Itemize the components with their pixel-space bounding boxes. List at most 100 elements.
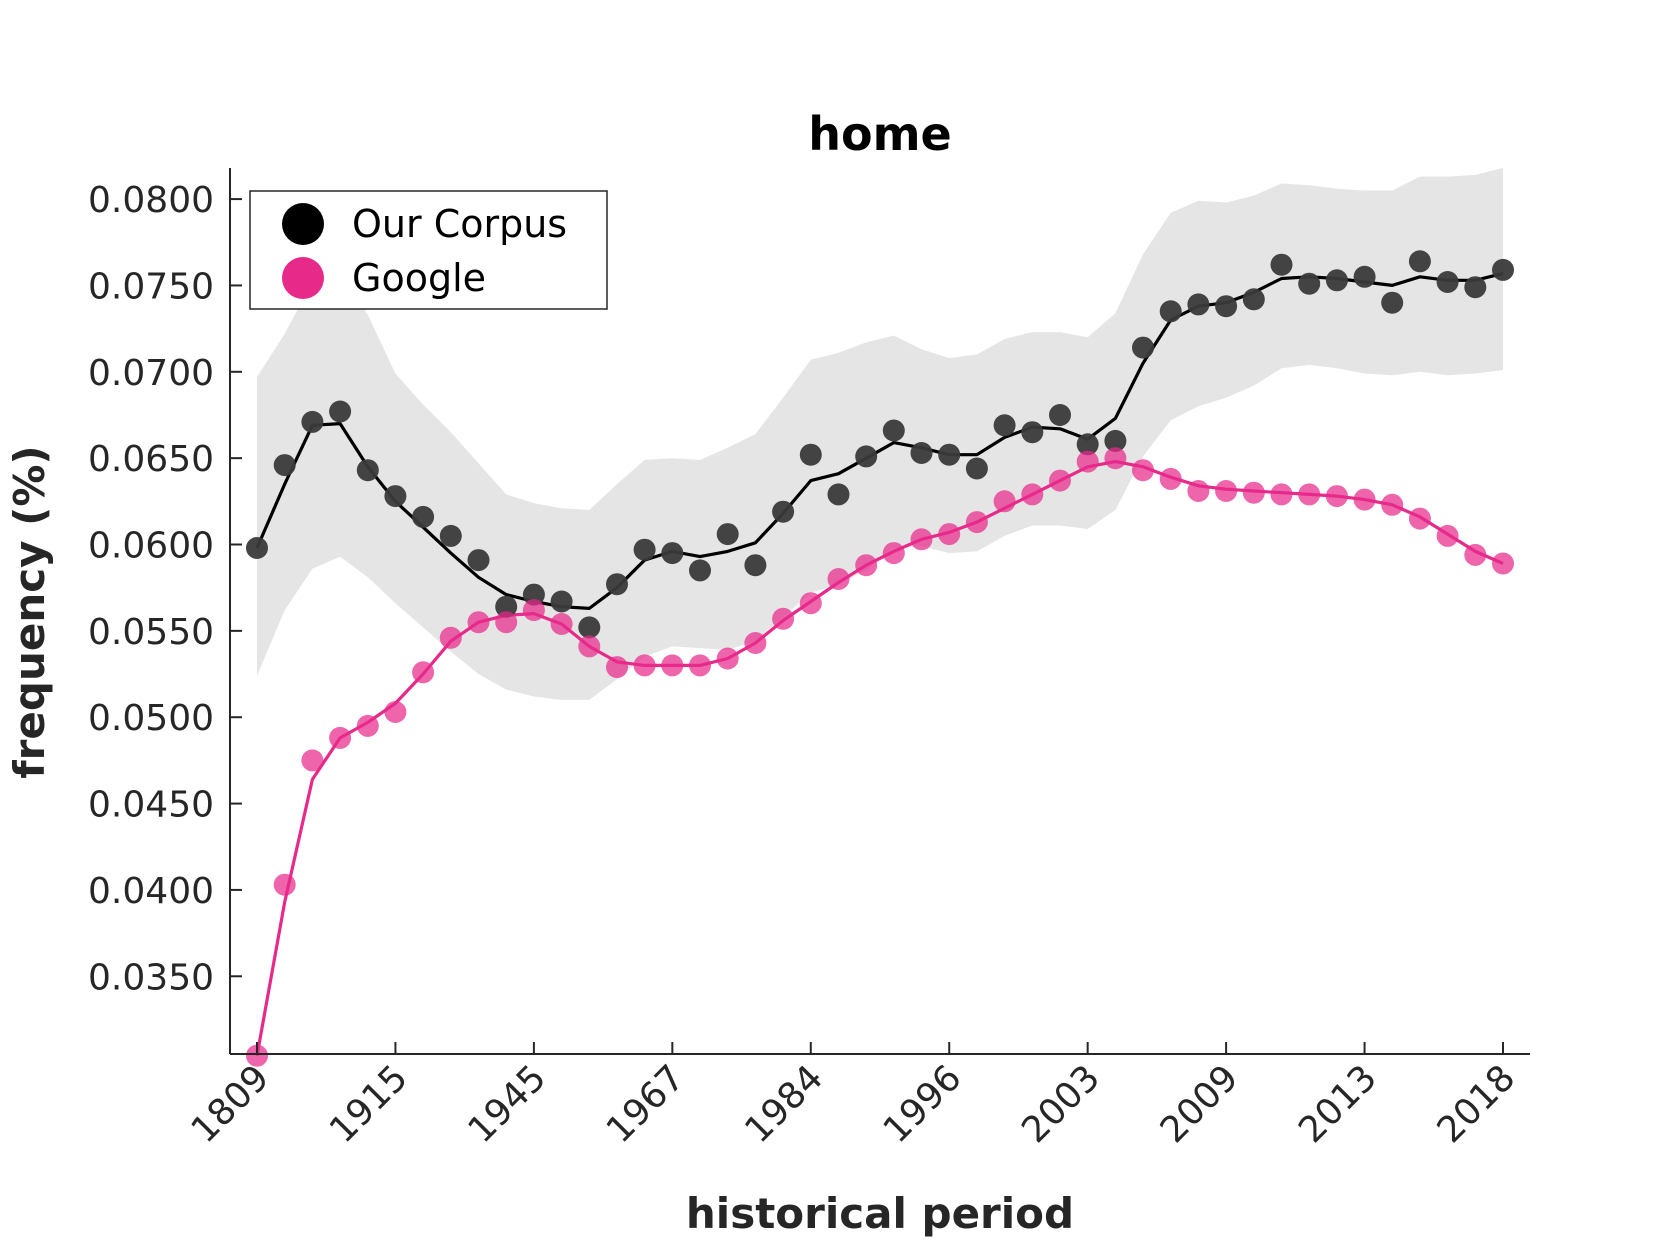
chart-title: home xyxy=(808,107,951,161)
google-point xyxy=(1076,450,1099,473)
google-point xyxy=(661,654,684,677)
y-axis-title: frequency (%) xyxy=(5,445,54,778)
google-point xyxy=(1408,507,1431,530)
our-corpus-point xyxy=(1021,421,1044,444)
our-corpus-point xyxy=(1104,429,1127,452)
x-tick-label: 1984 xyxy=(737,1057,831,1151)
our-corpus-point xyxy=(1353,265,1376,288)
google-point xyxy=(1159,467,1182,490)
our-corpus-point xyxy=(1049,404,1071,426)
google-point xyxy=(855,554,878,577)
google-point xyxy=(633,654,656,677)
google-point xyxy=(1464,543,1487,566)
google-point xyxy=(910,528,933,551)
our-corpus-point xyxy=(550,590,573,613)
google-point xyxy=(1049,469,1071,492)
our-corpus-point xyxy=(356,459,379,482)
google-point xyxy=(467,611,490,634)
our-corpus-point xyxy=(522,583,545,606)
legend-label-our-corpus: Our Corpus xyxy=(352,202,567,246)
google-point xyxy=(882,542,905,565)
y-tick-label: 0.0700 xyxy=(88,353,214,394)
y-tick-label: 0.0400 xyxy=(88,871,214,912)
google-point xyxy=(550,613,573,635)
our-corpus-point xyxy=(1298,272,1321,295)
x-tick-label: 2013 xyxy=(1291,1057,1385,1151)
our-corpus-point xyxy=(329,400,352,423)
our-corpus-point xyxy=(882,419,905,442)
our-corpus-point xyxy=(412,505,435,528)
google-point xyxy=(1325,485,1348,508)
legend-label-google: Google xyxy=(352,256,486,300)
our-corpus-point xyxy=(1464,276,1487,299)
our-corpus-point xyxy=(1215,295,1238,318)
our-corpus-point xyxy=(744,554,767,577)
our-corpus-point xyxy=(495,595,518,618)
our-corpus-point xyxy=(467,549,490,572)
y-tick-label: 0.0350 xyxy=(88,957,214,998)
our-corpus-point xyxy=(384,485,407,508)
x-axis-title: historical period xyxy=(686,1189,1074,1238)
our-corpus-point xyxy=(910,442,933,464)
our-corpus-point xyxy=(1187,293,1210,316)
y-ticks: 0.0350 0.0400 0.0450 0.0500 0.0550 0.0600 0.06… xyxy=(88,180,242,998)
our-corpus-point xyxy=(1159,300,1182,323)
data-point-layer xyxy=(246,250,1514,1067)
google-point xyxy=(1270,483,1293,506)
x-tick-label: 1945 xyxy=(460,1057,554,1151)
google-point xyxy=(273,873,296,896)
our-corpus-point xyxy=(965,457,988,480)
legend: Our Corpus Google xyxy=(249,190,608,310)
our-corpus-point xyxy=(1132,336,1154,359)
google-point xyxy=(799,592,822,615)
google-point xyxy=(578,635,601,658)
x-tick-label: 1809 xyxy=(184,1057,278,1151)
google-point xyxy=(1242,481,1265,504)
our-corpus-point xyxy=(1381,291,1404,314)
our-corpus-point xyxy=(1325,269,1348,292)
our-corpus-point xyxy=(246,537,268,559)
our-corpus-point xyxy=(439,524,462,547)
our-corpus-point xyxy=(827,483,850,506)
our-corpus-point xyxy=(772,500,795,523)
google-point xyxy=(1187,480,1210,502)
our-corpus-point xyxy=(716,523,739,546)
google-point xyxy=(1132,459,1154,482)
our-corpus-line xyxy=(255,271,1504,611)
google-point xyxy=(772,607,795,630)
x-tick-label: 2018 xyxy=(1430,1057,1524,1151)
our-corpus-point xyxy=(273,454,296,477)
google-point xyxy=(329,726,352,749)
x-tick-label: 1967 xyxy=(599,1057,693,1151)
google-point xyxy=(412,661,435,684)
x-tick-label: 1996 xyxy=(876,1057,970,1151)
google-point xyxy=(439,626,462,649)
our-corpus-point xyxy=(633,538,656,561)
our-corpus-point xyxy=(606,573,628,596)
google-point xyxy=(1353,488,1376,511)
google-point xyxy=(384,701,407,723)
google-point xyxy=(689,654,711,677)
our-corpus-point xyxy=(855,445,878,468)
y-tick-label: 0.0750 xyxy=(88,266,214,307)
axes xyxy=(229,168,1530,1055)
legend-marker-our-corpus xyxy=(282,203,324,245)
google-line xyxy=(255,460,1504,1056)
our-corpus-point xyxy=(301,410,324,433)
y-tick-label: 0.0500 xyxy=(88,698,214,739)
y-tick-label: 0.0450 xyxy=(88,785,214,826)
our-corpus-point xyxy=(661,542,684,565)
google-point xyxy=(965,511,988,534)
google-point xyxy=(744,632,767,654)
our-corpus-point xyxy=(1270,253,1293,276)
our-corpus-point xyxy=(993,414,1016,437)
legend-marker-google xyxy=(282,257,324,299)
google-point xyxy=(827,568,850,590)
x-tick-label: 2003 xyxy=(1014,1057,1108,1151)
our-corpus-point xyxy=(1076,433,1099,456)
our-corpus-point xyxy=(1242,288,1265,311)
google-point xyxy=(495,611,518,634)
our-corpus-point xyxy=(578,616,601,639)
google-point xyxy=(606,656,628,679)
